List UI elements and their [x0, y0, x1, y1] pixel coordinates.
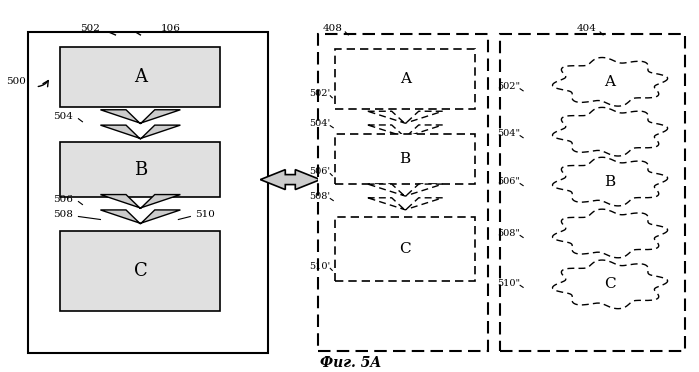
Text: Фиг. 5A: Фиг. 5A [319, 356, 381, 370]
Bar [336, 217, 475, 281]
Polygon shape [368, 198, 442, 210]
Text: 508': 508' [309, 192, 330, 201]
Text: C: C [399, 243, 411, 256]
Bar [336, 134, 475, 184]
Text: A: A [605, 75, 616, 89]
Text: 504': 504' [309, 119, 330, 128]
Text: 502': 502' [309, 89, 330, 98]
Polygon shape [552, 157, 668, 206]
Text: 500: 500 [6, 77, 25, 86]
Text: 504": 504" [497, 129, 520, 138]
Bar [29, 32, 268, 353]
Polygon shape [101, 195, 180, 209]
Polygon shape [368, 184, 442, 196]
Bar [60, 231, 220, 311]
Text: C: C [604, 278, 616, 291]
Text: 504: 504 [52, 112, 73, 121]
Text: 506": 506" [497, 177, 520, 186]
Polygon shape [101, 110, 180, 124]
Text: A: A [400, 72, 411, 86]
Text: B: B [400, 152, 411, 166]
Bar [60, 142, 220, 196]
Polygon shape [552, 260, 668, 309]
Text: 106: 106 [160, 25, 180, 33]
Text: 510: 510 [195, 210, 215, 219]
Polygon shape [368, 125, 442, 137]
Bar [500, 34, 685, 351]
Polygon shape [552, 209, 668, 258]
Bar [336, 49, 475, 109]
Text: 502": 502" [497, 82, 520, 91]
Text: B: B [605, 174, 616, 189]
Text: 510': 510' [309, 262, 330, 271]
Text: 408: 408 [322, 25, 343, 33]
Text: 506': 506' [309, 167, 330, 176]
Text: C: C [134, 262, 147, 280]
Text: 508: 508 [52, 210, 73, 219]
Bar [318, 34, 488, 351]
Text: A: A [134, 68, 147, 86]
Text: B: B [134, 161, 147, 179]
Text: 506: 506 [52, 195, 73, 204]
Text: 510": 510" [497, 279, 520, 288]
Polygon shape [552, 108, 668, 156]
Polygon shape [260, 170, 320, 190]
Text: 502: 502 [80, 25, 101, 33]
Polygon shape [101, 210, 180, 224]
Text: 404: 404 [576, 25, 596, 33]
Polygon shape [368, 111, 442, 124]
Polygon shape [101, 125, 180, 139]
Polygon shape [552, 58, 668, 106]
Bar [60, 47, 220, 107]
Text: 508": 508" [497, 229, 520, 238]
